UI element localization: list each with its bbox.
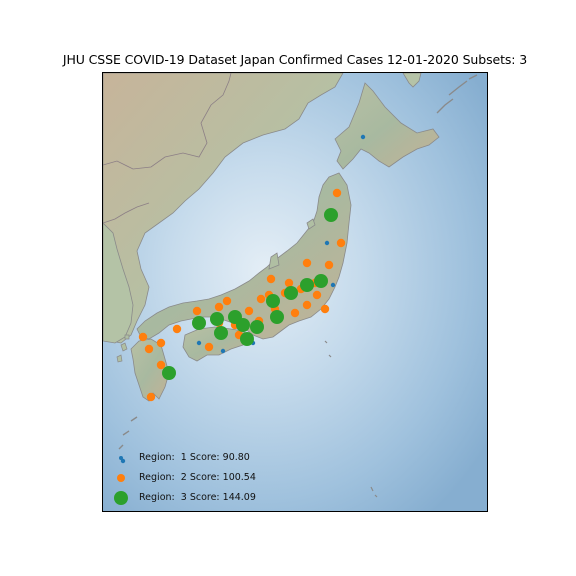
case-marker-region-2 — [156, 338, 166, 348]
legend: Region: 1 Score: 90.80 Region: 2 Score: … — [108, 446, 278, 510]
legend-marker-region-1 — [119, 456, 123, 460]
sado-island — [306, 218, 316, 230]
map-frame — [102, 72, 488, 512]
sakhalin-island — [402, 73, 422, 88]
case-marker-region-3 — [270, 310, 284, 324]
case-marker-region-2 — [256, 294, 266, 304]
case-marker-region-1 — [330, 282, 336, 288]
legend-marker-region-2 — [117, 474, 125, 482]
case-marker-region-2 — [172, 324, 182, 334]
case-marker-region-3 — [284, 286, 298, 300]
case-marker-region-1 — [220, 348, 226, 354]
nansei-islands — [118, 416, 138, 450]
case-marker-region-2 — [144, 344, 154, 354]
case-marker-region-3 — [314, 274, 328, 288]
mainland-landmass — [103, 73, 344, 344]
hokkaido-island — [334, 82, 440, 170]
case-marker-region-2 — [290, 308, 300, 318]
legend-label-region-3: Region: 3 Score: 144.09 — [139, 492, 256, 503]
case-marker-region-2 — [266, 274, 276, 284]
map-title: JHU CSSE COVID-19 Dataset Japan Confirme… — [62, 52, 528, 67]
case-marker-region-2 — [192, 306, 202, 316]
case-marker-region-3 — [228, 310, 242, 324]
case-marker-region-2 — [146, 392, 156, 402]
case-marker-region-1 — [120, 458, 126, 464]
noto-peninsula — [268, 252, 280, 270]
border-line — [103, 73, 232, 170]
case-markers — [120, 134, 366, 464]
izu-islands — [324, 340, 378, 498]
map-canvas — [103, 73, 487, 511]
case-marker-region-3 — [210, 312, 224, 326]
case-marker-region-2 — [336, 238, 346, 248]
case-marker-region-2 — [320, 304, 330, 314]
case-marker-region-3 — [214, 326, 228, 340]
border-line — [103, 202, 150, 224]
case-marker-region-2 — [302, 300, 312, 310]
korea-coast — [103, 222, 134, 344]
case-marker-region-2 — [204, 342, 214, 352]
goto-islands — [116, 334, 130, 363]
case-marker-region-3 — [240, 332, 254, 346]
case-marker-region-2 — [156, 360, 166, 370]
kyushu-island — [130, 338, 170, 402]
legend-item-region-3: Region: 3 Score: 144.09 — [108, 490, 278, 506]
case-marker-region-2 — [302, 258, 312, 268]
legend-label-region-2: Region: 2 Score: 100.54 — [139, 472, 256, 483]
case-marker-region-2 — [244, 306, 254, 316]
case-marker-region-2 — [138, 332, 148, 342]
case-marker-region-3 — [266, 294, 280, 308]
case-marker-region-2 — [222, 296, 232, 306]
legend-item-region-1: Region: 1 Score: 90.80 — [108, 450, 278, 466]
case-marker-region-3 — [192, 316, 206, 330]
case-marker-region-2 — [324, 260, 334, 270]
case-marker-region-3 — [324, 208, 338, 222]
legend-item-region-2: Region: 2 Score: 100.54 — [108, 470, 278, 486]
kuril-islands — [436, 74, 478, 114]
case-marker-region-3 — [300, 278, 314, 292]
case-marker-region-1 — [324, 240, 330, 246]
case-marker-region-2 — [214, 302, 224, 312]
case-marker-region-1 — [360, 134, 366, 140]
case-marker-region-2 — [332, 188, 342, 198]
legend-label-region-1: Region: 1 Score: 90.80 — [139, 452, 250, 463]
legend-marker-region-3 — [114, 491, 128, 505]
case-marker-region-3 — [250, 320, 264, 334]
case-marker-region-2 — [284, 278, 294, 288]
case-marker-region-2 — [312, 290, 322, 300]
case-marker-region-3 — [162, 366, 176, 380]
case-marker-region-1 — [196, 340, 202, 346]
